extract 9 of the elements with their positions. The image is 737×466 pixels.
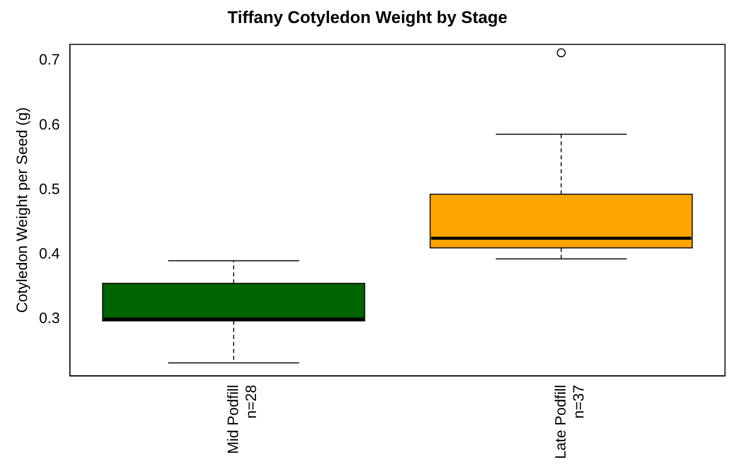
x-tick-label: Mid Podfill n=28 [224,384,260,454]
y-tick-label: 0.4 [38,245,60,262]
x-tick-label: Late Podfill n=37 [552,384,588,459]
y-tick-label: 0.6 [38,116,60,134]
y-tick-label: 0.7 [38,52,60,69]
y-tick-label: 0.5 [38,180,60,198]
y-tick-label: 0.3 [38,310,60,328]
chart-title: Tiffany Cotyledon Weight by Stage [228,8,508,27]
y-axis-title: Cotyledon Weight per Seed (g) [14,107,32,313]
